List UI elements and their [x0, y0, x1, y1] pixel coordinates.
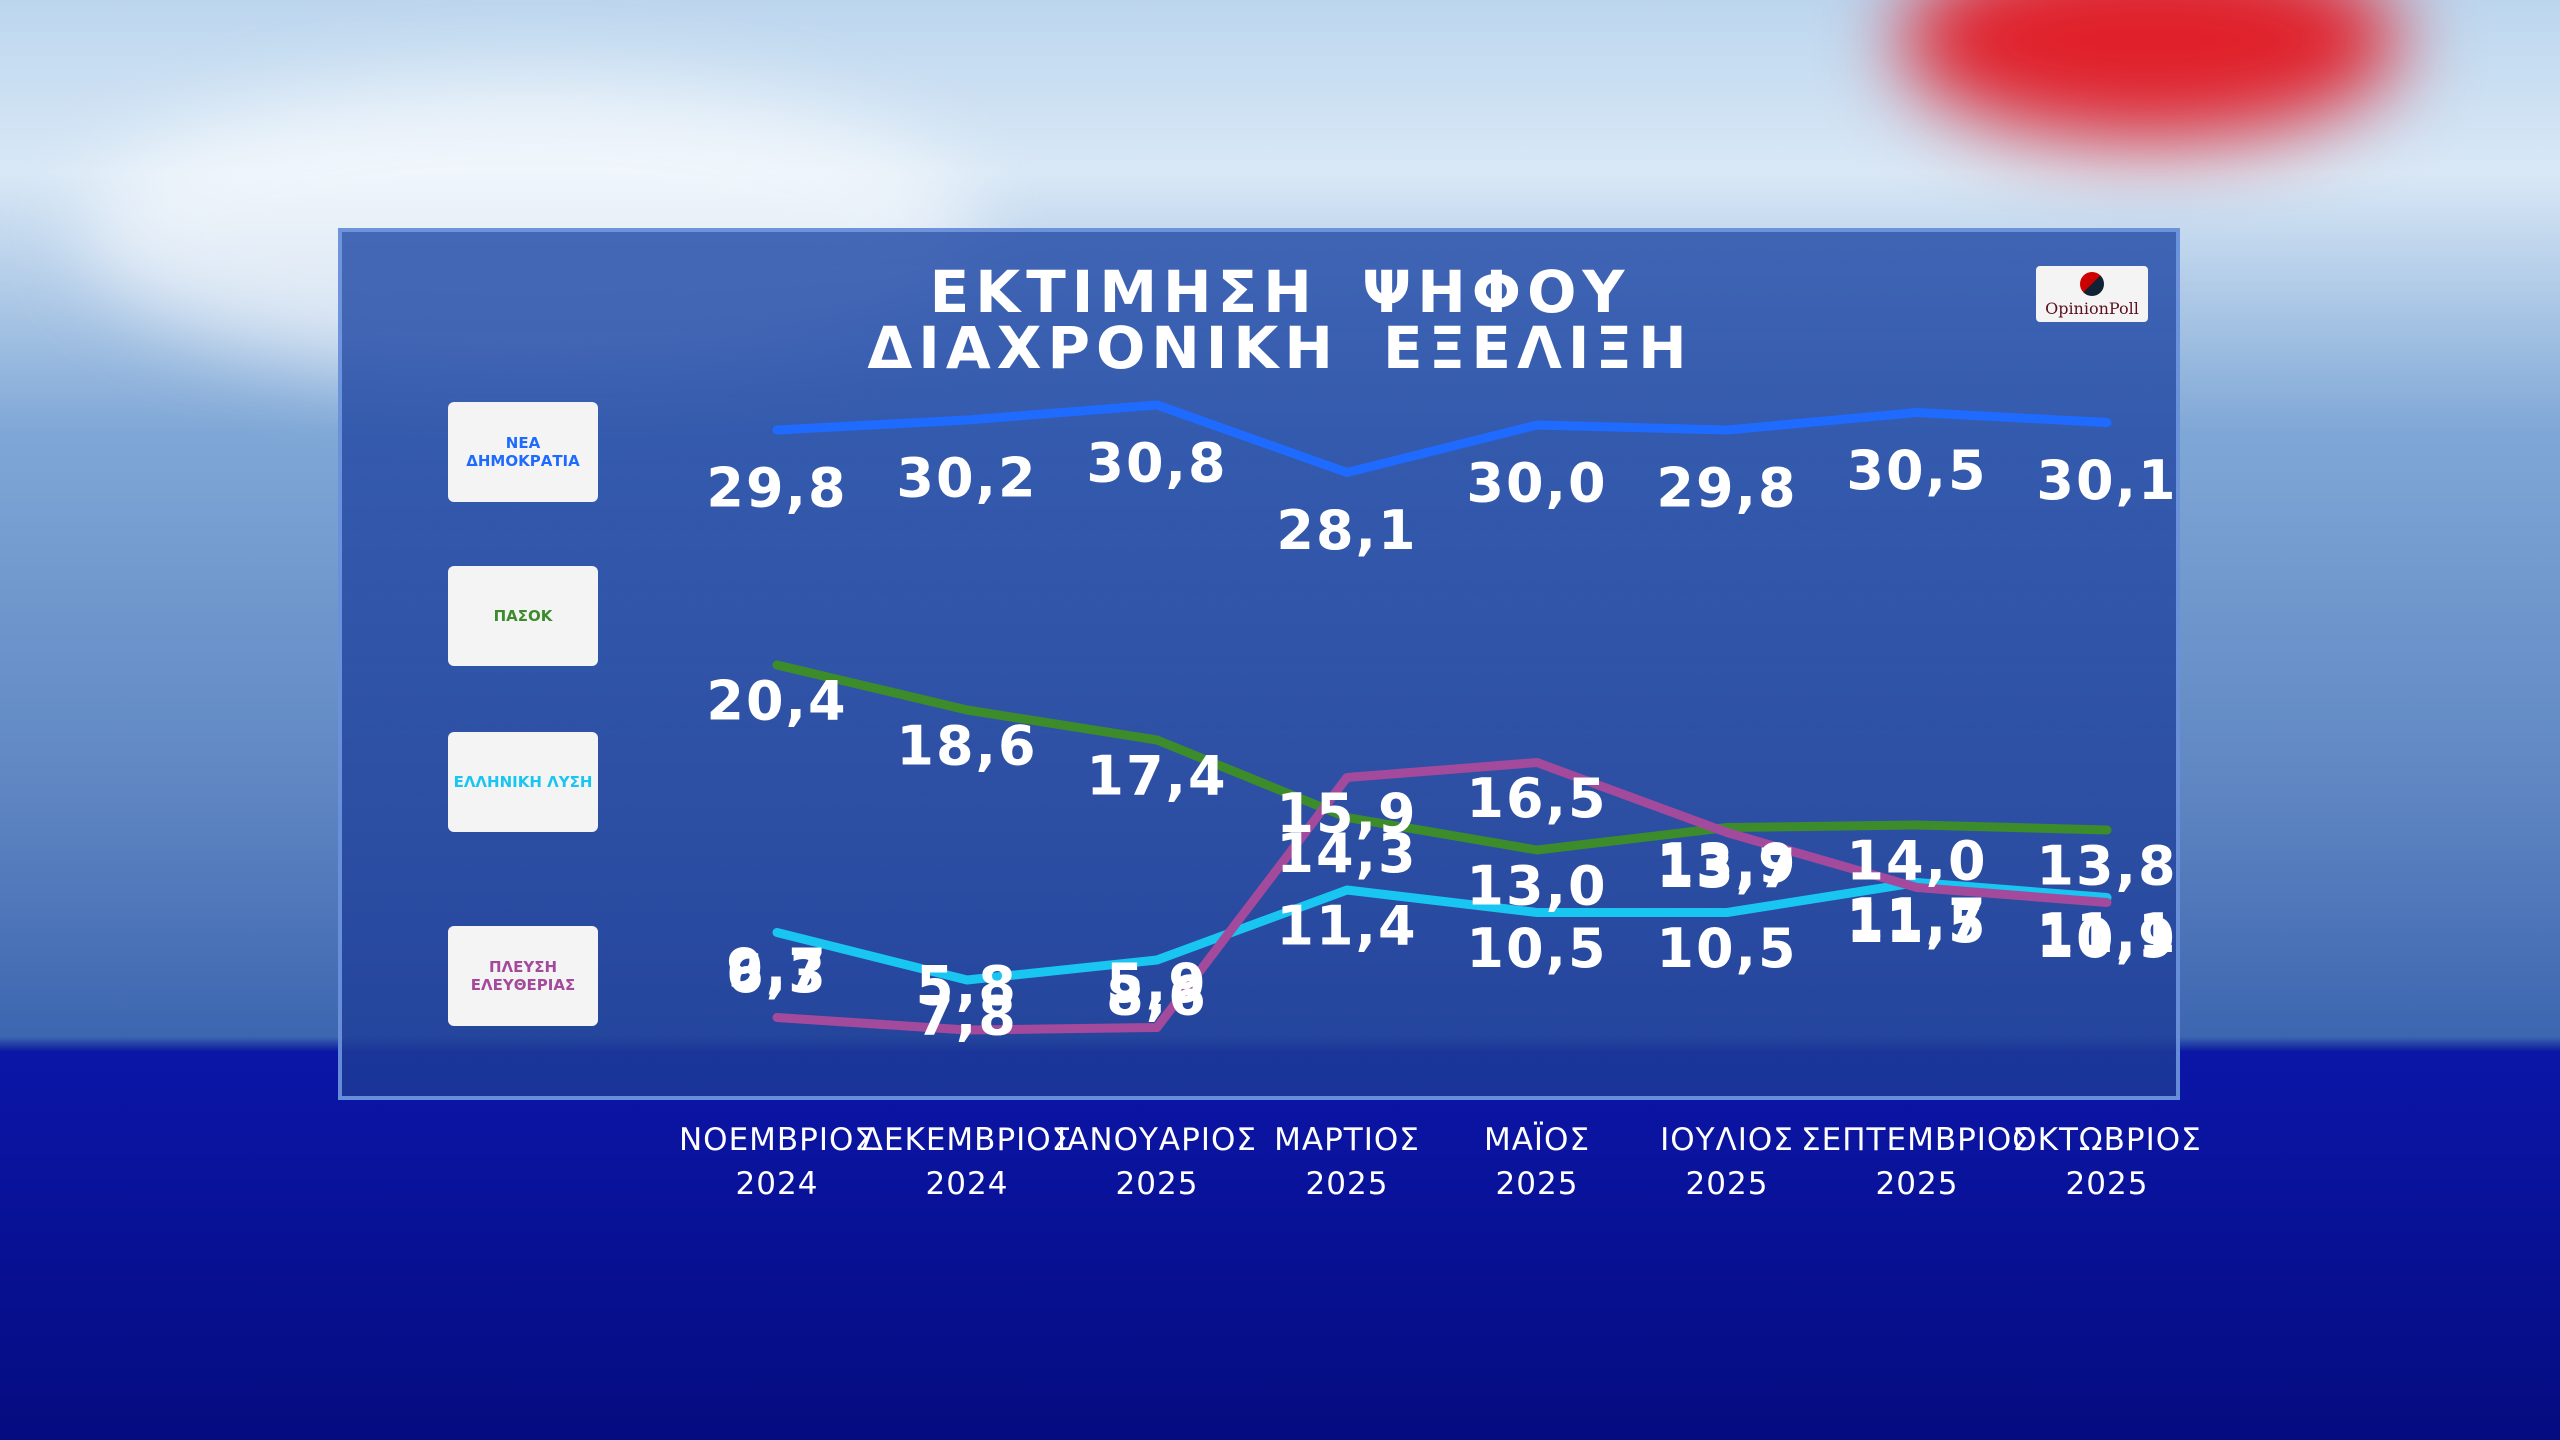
x-tick-label: ΣΕΠΤΕΜΒΡΙΟΣ 2025: [1801, 1122, 2033, 1202]
data-label: 13,0: [1466, 855, 1607, 918]
x-tick-label: ΔΕΚΕΜΒΡΙΟΣ 2024: [861, 1122, 1073, 1202]
data-label: 8,6: [1106, 965, 1208, 1028]
x-tick-label: ΝΟΕΜΒΡΙΟΣ 2024: [678, 1122, 875, 1202]
series-line: [772, 878, 2112, 985]
x-tick-label: ΙΟΥΛΙΟΣ 2025: [1660, 1122, 1794, 1202]
legend-entry: ΠΑΣΟΚ: [448, 566, 598, 666]
data-label: 5,9: [1106, 952, 1208, 1015]
series-line: [772, 400, 2112, 477]
legend-entry: ΠΛΕΥΣΗ ΕΛΕΥΘΕΡΙΑΣ: [448, 926, 598, 1026]
data-label: 13,9: [1656, 832, 1797, 895]
data-label: 11,7: [1846, 887, 1987, 950]
data-label: 10,9: [2036, 907, 2177, 970]
chart-title: ΕΚΤΙΜΗΣΗ ΨΗΦΟΥ: [929, 258, 1631, 326]
data-label: 30,5: [1846, 439, 1987, 502]
series-line: [772, 660, 2112, 855]
data-label: 6,3: [726, 942, 828, 1005]
data-label: 30,0: [1466, 452, 1607, 515]
data-label: 14,0: [1846, 830, 1987, 893]
data-label: 9,7: [726, 937, 828, 1000]
data-label: 16,5: [1466, 767, 1607, 830]
data-label: 14,3: [1276, 822, 1417, 885]
x-tick-label: ΙΑΝΟΥΑΡΙΟΣ 2025: [1057, 1122, 1257, 1202]
legend-entry: ΕΛΛΗΝΙΚΗ ΛΥΣΗ: [448, 732, 598, 832]
legend-entry: ΝΕΑ ΔΗΜΟΚΡΑΤΙΑ: [448, 402, 598, 502]
x-tick-label: ΜΑΪΟΣ 2025: [1483, 1122, 1591, 1202]
data-label: 11,5: [1846, 892, 1987, 955]
series-line: [772, 758, 2112, 1035]
source-logo: OpinionPoll: [2036, 266, 2148, 322]
data-label: 30,2: [896, 447, 1037, 510]
data-label: 20,4: [706, 670, 847, 733]
x-tick-label: ΟΚΤΩΒΡΙΟΣ 2025: [2012, 1122, 2202, 1202]
x-tick-label: ΜΑΡΤΙΟΣ 2025: [1274, 1122, 1420, 1202]
data-label: 30,1: [2036, 449, 2177, 512]
data-label: 18,6: [896, 715, 1037, 778]
chart-subtitle: ΔΙΑΧΡΟΝΙΚΗ ΕΞΕΛΙΞΗ: [867, 314, 1693, 382]
data-label: 10,5: [1656, 917, 1797, 980]
floor: [0, 1052, 2560, 1440]
data-label: 10,5: [1466, 917, 1607, 980]
data-label: 5,8: [916, 955, 1018, 1018]
data-label: 11,4: [1276, 895, 1417, 958]
data-label: 11,1: [2036, 902, 2177, 965]
data-label: 13,7: [1656, 837, 1797, 900]
data-label: 17,4: [1086, 745, 1227, 808]
data-label: 30,8: [1086, 432, 1227, 495]
data-label: 15,9: [1276, 782, 1417, 845]
data-label: 7,8: [916, 985, 1018, 1048]
data-label: 29,8: [1656, 457, 1797, 520]
data-label: 13,8: [2036, 835, 2177, 898]
data-label: 29,8: [706, 457, 847, 520]
chart-panel: [338, 228, 2180, 1100]
data-label: 28,1: [1276, 499, 1417, 562]
